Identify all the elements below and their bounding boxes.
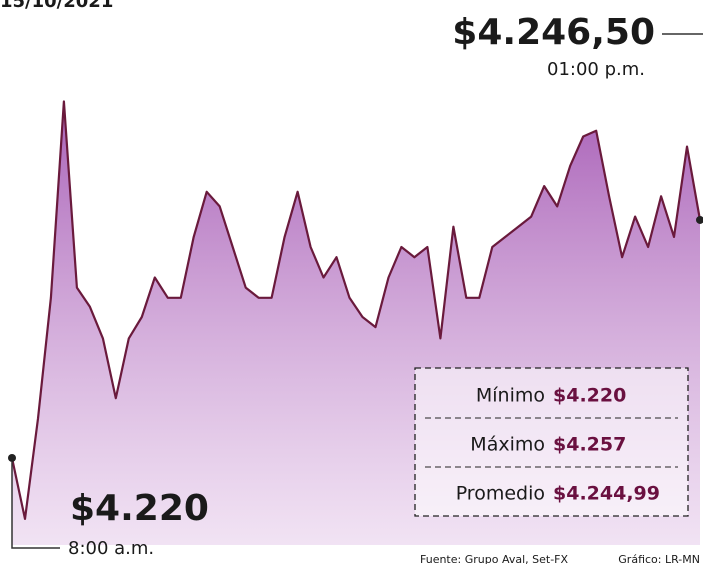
stat-label: Promedio <box>456 483 545 505</box>
open-label: $4.220 <box>70 488 209 529</box>
start-dot <box>8 453 16 462</box>
source: Fuente: Grupo Aval, Set-FX <box>420 553 568 564</box>
date: 15/10/2021 <box>0 0 113 12</box>
leader-line <box>11 462 60 549</box>
stats: Mínimo $4.220 Máximo $4.257 Promedio $4.244,9… <box>456 385 660 505</box>
stat-label: Mínimo <box>476 385 545 407</box>
close-label: $4.246,50 <box>452 12 655 53</box>
line <box>10 100 702 520</box>
open-time: 8:00 a.m. <box>68 538 154 559</box>
close-time: 01:00 p.m. <box>547 59 645 80</box>
stat-value: $4.244,99 <box>553 483 660 505</box>
stat-value: $4.220 <box>553 385 626 407</box>
stats-box <box>414 367 689 517</box>
end-dot <box>696 215 703 224</box>
credit: Gráfico: LR-MN <box>618 553 700 564</box>
stat-value: $4.257 <box>553 434 626 456</box>
stat-label: Máximo <box>470 434 545 456</box>
